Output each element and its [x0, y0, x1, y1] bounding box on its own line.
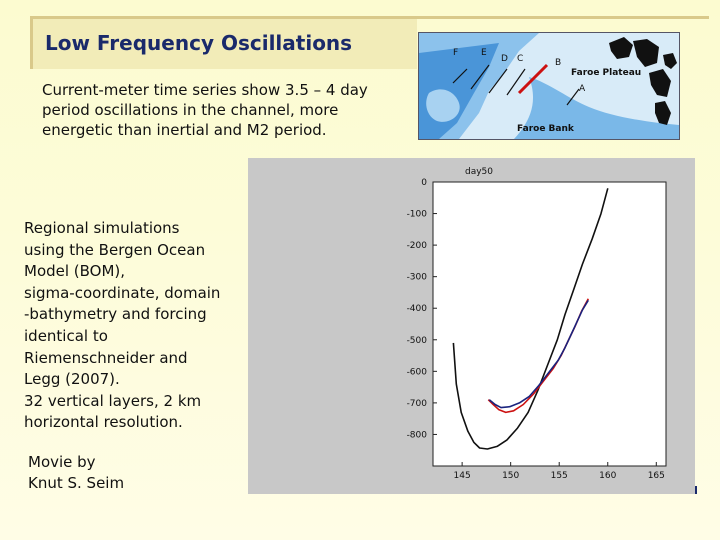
- x-tick-label: 155: [551, 471, 568, 481]
- y-tick-label: -300: [407, 273, 428, 283]
- title-bar-rule: [417, 16, 709, 19]
- regional-line: -bathymetry and forcing: [24, 305, 207, 324]
- section-line-f: [452, 68, 468, 84]
- regional-line: horizontal resolution.: [24, 413, 183, 432]
- regional-line: sigma-coordinate, domain: [24, 283, 221, 302]
- y-tick-label: -600: [407, 367, 428, 377]
- section-line-red: [517, 63, 549, 95]
- regional-line: using the Bergen Ocean: [24, 240, 206, 259]
- slide-title: Low Frequency Oscillations: [45, 31, 353, 55]
- regional-line: 32 vertical layers, 2 km: [24, 391, 202, 410]
- section-line-d: [488, 68, 508, 94]
- map-label-e: E: [481, 48, 487, 58]
- chart-plot-area: [433, 182, 666, 466]
- movie-credit-line: Movie by: [28, 453, 96, 471]
- x-tick-label: 165: [648, 471, 665, 481]
- x-tick-label: 145: [454, 471, 471, 481]
- regional-line: Legg (2007).: [24, 370, 120, 389]
- x-tick-label: 160: [599, 471, 616, 481]
- y-tick-label: -400: [407, 304, 428, 314]
- section-line-a: [566, 88, 580, 106]
- map-label-faroe-bank: Faroe Bank: [517, 124, 575, 134]
- map-label-b: B: [555, 58, 561, 68]
- profile-chart: day50 0 -100 -200 -300 -400 -500 -600 -700 -800 1…: [248, 158, 695, 494]
- bathymetry-map-svg: F E D C B A Faroe Plateau Faroe Bank: [419, 33, 679, 139]
- regional-line: Model (BOM),: [24, 262, 126, 281]
- map-label-a: A: [579, 84, 586, 94]
- map-label-f: F: [453, 48, 458, 58]
- movie-credit: Movie by Knut S. Seim: [28, 452, 228, 494]
- profile-plot-frame: day50 0 -100 -200 -300 -400 -500 -600 -700 -800 1…: [248, 158, 697, 494]
- series-line-2: [488, 299, 589, 409]
- y-tick-label: 0: [421, 178, 427, 188]
- movie-credit-line: Knut S. Seim: [28, 474, 125, 492]
- y-tick-label: -500: [407, 336, 428, 346]
- section-line-e: [470, 64, 490, 90]
- series-line-0: [452, 188, 609, 450]
- chart-plot-border: [432, 181, 667, 467]
- chart-series: [452, 188, 609, 450]
- intro-paragraph: Current-meter time series show 3.5 – 4 d…: [42, 81, 368, 139]
- map-label-faroe-plateau: Faroe Plateau: [571, 68, 641, 78]
- y-tick-label: -200: [407, 241, 428, 251]
- title-bar: Low Frequency Oscillations: [30, 16, 709, 69]
- faroe-islands-icon: [609, 37, 677, 125]
- regional-line: identical to: [24, 326, 108, 345]
- regional-line: Regional simulations: [24, 219, 180, 237]
- bathymetry-map: F E D C B A Faroe Plateau Faroe Bank: [418, 32, 680, 140]
- chart-title: day50: [465, 167, 493, 177]
- chart-axes: 0 -100 -200 -300 -400 -500 -600 -700 -800 145 150 1…: [407, 178, 667, 481]
- regional-simulations-text: Regional simulations using the Bergen Oc…: [24, 218, 244, 434]
- y-tick-label: -100: [407, 210, 428, 220]
- regional-line: Riemenschneider and: [24, 348, 188, 367]
- map-channel: [514, 77, 679, 139]
- y-tick-label: -800: [407, 430, 428, 440]
- map-west-shoal: [426, 89, 460, 122]
- section-line-c: [506, 68, 526, 96]
- x-tick-label: 150: [502, 471, 519, 481]
- frame-edge-mark: [695, 486, 697, 494]
- map-label-c: C: [517, 54, 523, 64]
- y-tick-label: -700: [407, 399, 428, 409]
- map-label-d: D: [501, 54, 508, 64]
